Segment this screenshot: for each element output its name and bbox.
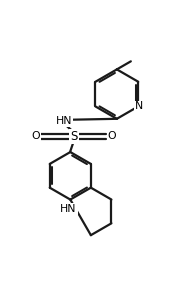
Text: N: N (135, 102, 143, 111)
Text: HN: HN (60, 204, 77, 214)
Text: O: O (107, 131, 116, 141)
Text: O: O (31, 131, 40, 141)
Text: S: S (70, 130, 78, 143)
Text: HN: HN (55, 116, 72, 126)
